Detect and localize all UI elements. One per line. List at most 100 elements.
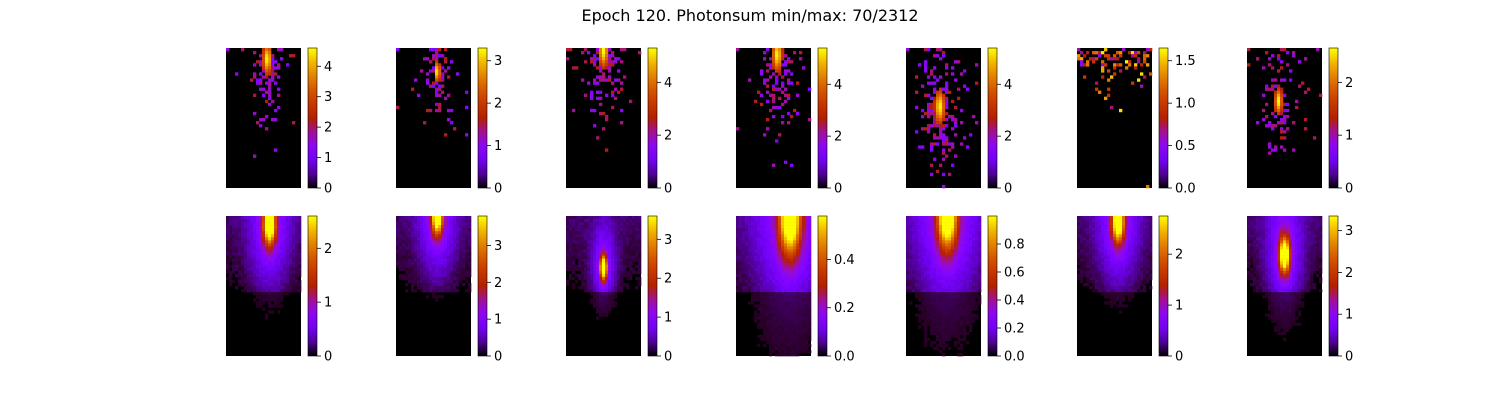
heatmap-cell: [742, 240, 746, 244]
heatmap-cell: [411, 282, 415, 287]
heatmap-cell: [936, 337, 940, 342]
heatmap-cell: [441, 84, 445, 88]
heatmap-cell: [915, 289, 919, 293]
heatmap-cell: [590, 225, 594, 229]
heatmap-cell: [605, 307, 609, 311]
heatmap-cell: [441, 282, 445, 287]
heatmap-cell: [280, 298, 284, 302]
heatmap-cell: [405, 273, 409, 278]
heatmap-cell: [760, 313, 764, 317]
heatmap-cell: [408, 267, 412, 272]
heatmap-cell: [620, 243, 624, 247]
heatmap-cell: [918, 243, 922, 247]
heatmap-cell: [417, 282, 421, 287]
heatmap-cell: [787, 219, 791, 223]
heatmap-cell: [763, 234, 767, 238]
heatmap-cell: [793, 246, 797, 250]
heatmap-cell: [608, 48, 612, 52]
heatmap-cell: [465, 252, 469, 256]
heatmap-cell: [942, 292, 946, 296]
heatmap-cell: [978, 267, 982, 272]
heatmap-cell: [274, 267, 278, 272]
heatmap-cell: [1262, 93, 1266, 97]
heatmap-cell: [435, 267, 439, 272]
heatmap-cell: [614, 270, 618, 275]
heatmap-cell: [930, 316, 934, 320]
heatmap-cell: [757, 261, 761, 265]
heatmap-cell: [1125, 60, 1129, 64]
heatmap-cell: [1104, 219, 1108, 223]
heatmap-cell: [265, 255, 269, 259]
heatmap-cell: [736, 246, 740, 250]
heatmap-cell: [778, 267, 782, 272]
heatmap-cell: [769, 279, 773, 284]
heatmap-cell: [948, 307, 952, 311]
heatmap-cell: [1077, 228, 1081, 232]
heatmap-cell: [960, 234, 964, 238]
heatmap-cell: [450, 222, 454, 226]
heatmap-cell: [933, 114, 937, 119]
heatmap-cell: [614, 249, 618, 253]
heatmap-cell: [450, 258, 454, 262]
heatmap-cell: [742, 219, 746, 223]
heatmap-cell: [1304, 127, 1308, 131]
heatmap-cell: [1089, 225, 1093, 229]
heatmap-cell: [793, 313, 797, 317]
heatmap-cell: [745, 273, 749, 278]
heatmap-cell: [226, 48, 230, 52]
heatmap-cell: [581, 267, 585, 272]
heatmap-cell: [945, 96, 949, 101]
heatmap-cell: [638, 51, 642, 55]
heatmap-cell: [772, 313, 776, 317]
heatmap-cell: [420, 258, 424, 262]
heatmap-cell: [402, 252, 406, 256]
heatmap-cell: [605, 298, 609, 302]
heatmap-cell: [784, 60, 788, 64]
heatmap-cell: [292, 243, 296, 247]
heatmap-cell: [605, 228, 609, 232]
heatmap-cell: [444, 282, 448, 287]
heatmap-cell: [569, 216, 573, 220]
heatmap-cell: [1092, 237, 1096, 241]
heatmap-cell: [966, 228, 970, 232]
heatmap-cell: [408, 261, 412, 265]
heatmap-cell: [566, 240, 570, 244]
heatmap-cell: [587, 231, 591, 235]
heatmap-cell: [909, 249, 913, 253]
heatmap-cell: [757, 276, 761, 281]
heatmap-cell: [274, 282, 278, 287]
heatmap-cell: [611, 282, 615, 287]
heatmap-cell: [808, 295, 812, 299]
heatmap-cell: [453, 270, 457, 275]
heatmap-cell: [936, 264, 940, 269]
heatmap-cell: [456, 222, 460, 226]
heatmap-cell: [453, 243, 457, 247]
heatmap-cell: [930, 222, 934, 226]
heatmap-cell: [250, 261, 254, 265]
heatmap-cell: [444, 252, 448, 256]
heatmap-cell: [936, 136, 940, 140]
heatmap-cell: [969, 322, 973, 326]
heatmap-cell: [1292, 54, 1296, 58]
heatmap-cell: [447, 282, 451, 287]
heatmap-cell: [787, 225, 791, 229]
heatmap-cell: [966, 304, 970, 308]
heatmap-cell: [247, 273, 251, 278]
heatmap-cell: [423, 289, 427, 293]
heatmap-cell: [948, 90, 952, 94]
heatmap-cell: [954, 249, 958, 253]
heatmap-cell: [1104, 54, 1108, 58]
heatmap-cell: [808, 328, 812, 332]
heatmap-cell: [1146, 219, 1150, 223]
heatmap-cell: [438, 108, 442, 113]
heatmap-cell: [778, 301, 782, 305]
heatmap-cell: [933, 273, 937, 278]
heatmap-cell: [566, 231, 570, 235]
heatmap-cell: [775, 78, 779, 82]
heatmap-cell: [596, 255, 600, 259]
heatmap-cell: [447, 264, 451, 269]
heatmap-cell: [799, 51, 803, 55]
heatmap-cell: [599, 54, 603, 58]
heatmap-cell: [599, 258, 603, 262]
heatmap-cell: [438, 87, 442, 91]
